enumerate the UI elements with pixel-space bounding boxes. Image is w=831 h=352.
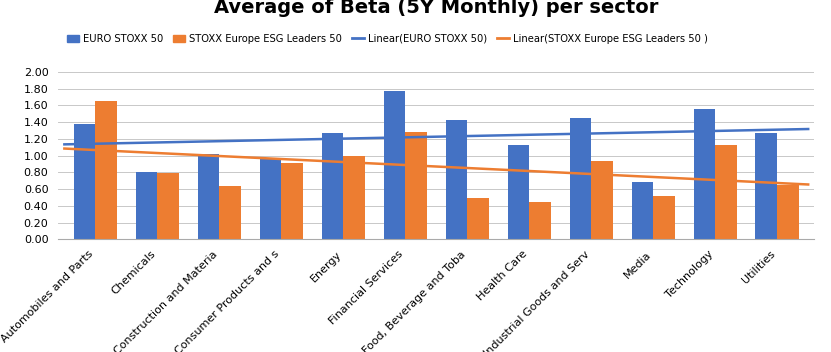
Bar — [777, 185, 799, 239]
Bar — [343, 156, 365, 239]
Bar — [632, 182, 653, 239]
Bar — [157, 173, 179, 239]
Bar — [322, 133, 343, 239]
Bar — [219, 186, 241, 239]
Bar — [529, 202, 551, 239]
Bar — [508, 145, 529, 239]
Bar — [445, 120, 467, 239]
Bar — [259, 158, 282, 239]
Bar — [653, 196, 675, 239]
Bar — [694, 109, 715, 239]
Bar — [384, 91, 406, 239]
Bar — [755, 133, 777, 239]
Bar — [569, 118, 591, 239]
Bar — [715, 145, 737, 239]
Bar — [467, 198, 489, 239]
Bar — [282, 163, 303, 239]
Bar — [406, 132, 427, 239]
Bar — [591, 162, 613, 239]
Title: Average of Beta (5Y Monthly) per sector: Average of Beta (5Y Monthly) per sector — [214, 0, 658, 17]
Bar — [74, 124, 96, 239]
Legend: EURO STOXX 50, STOXX Europe ESG Leaders 50, Linear(EURO STOXX 50), Linear(STOXX : EURO STOXX 50, STOXX Europe ESG Leaders … — [63, 30, 712, 48]
Bar — [135, 172, 157, 239]
Bar — [198, 154, 219, 239]
Bar — [96, 101, 117, 239]
